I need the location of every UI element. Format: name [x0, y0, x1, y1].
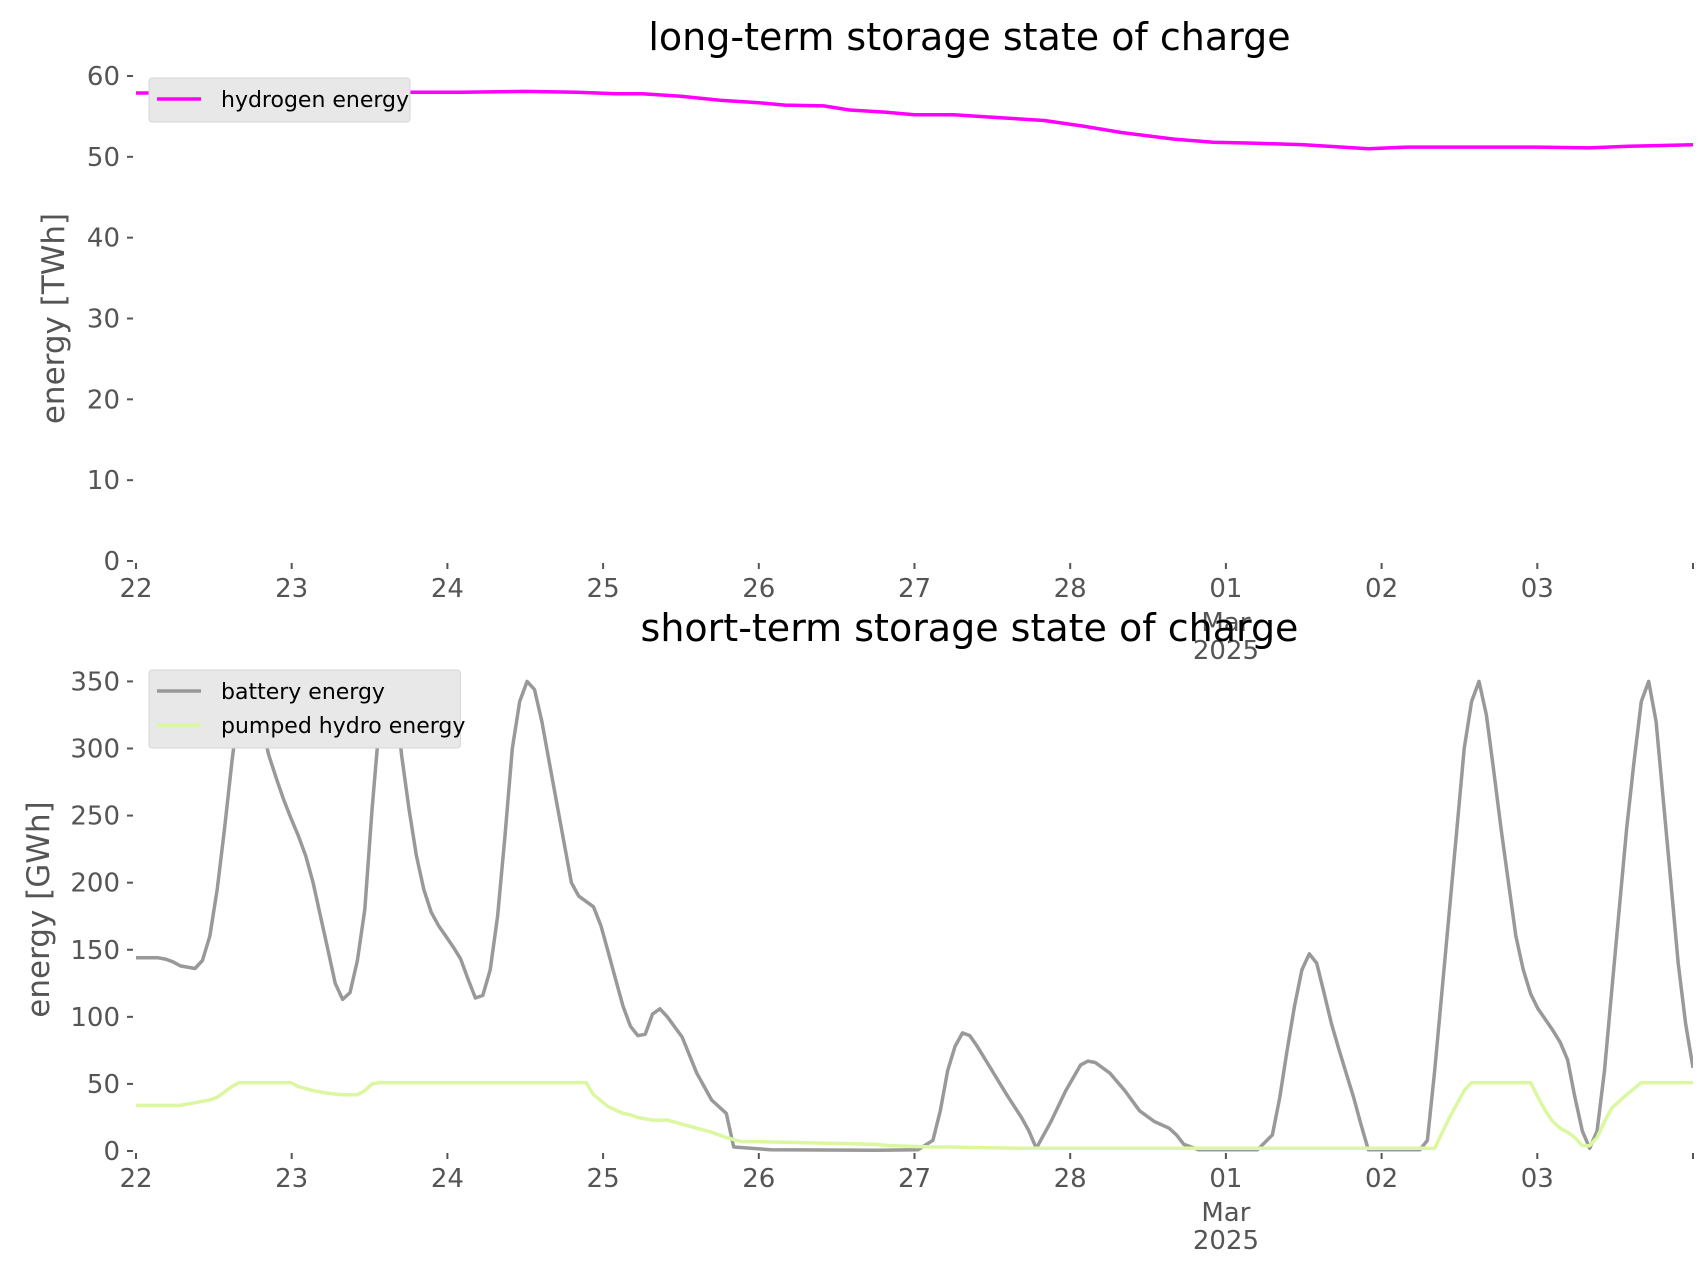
x-tick-label: 23	[275, 1164, 308, 1194]
x-tick-label: 24	[431, 574, 464, 604]
legend-box	[148, 669, 461, 749]
chart-title: long-term storage state of charge	[648, 15, 1290, 59]
x-tick-label: 23	[275, 574, 308, 604]
x-tick-label: 26	[742, 1164, 775, 1194]
x-tick-label: 27	[898, 574, 931, 604]
x-tick-label: 25	[587, 574, 620, 604]
y-tick-label: 300	[70, 735, 120, 765]
series-line-battery-energy	[136, 679, 1693, 1153]
long-term-chart: long-term storage state of charge energy…	[36, 15, 1694, 666]
legend: hydrogen energy	[148, 77, 411, 123]
x-tick-label: 03	[1521, 1164, 1554, 1194]
x-tick-label: 03	[1521, 574, 1554, 604]
y-tick-label: 60	[87, 62, 120, 92]
legend-label: battery energy	[221, 680, 385, 705]
x-tick-label: 01	[1209, 574, 1242, 604]
y-axis-label: energy [TWh]	[36, 213, 72, 424]
y-tick-label: 250	[70, 802, 120, 832]
x-tick-label: 25	[587, 1164, 620, 1194]
y-tick-label: 0	[103, 1137, 120, 1167]
series-line-pumped-hydro-energy	[136, 1080, 1693, 1151]
y-axis-ticks: 0 50 100 150 200 250 300 350	[70, 667, 133, 1167]
x-tick-month: Mar	[1201, 608, 1250, 638]
x-tick-label: 22	[119, 574, 152, 604]
x-tick-label: 22	[119, 1164, 152, 1194]
legend-label: hydrogen energy	[221, 88, 409, 113]
y-tick-label: 100	[70, 1003, 120, 1033]
series-line-hydrogen-energy	[136, 89, 1693, 151]
series-group	[136, 679, 1693, 1153]
y-tick-label: 30	[87, 305, 120, 335]
x-tick-year: 2025	[1193, 636, 1259, 666]
chart-title: short-term storage state of charge	[641, 606, 1299, 650]
legend-label: pumped hydro energy	[221, 714, 465, 739]
x-tick-label: 02	[1365, 574, 1398, 604]
x-tick-year: 2025	[1193, 1226, 1259, 1256]
y-tick-label: 50	[87, 1070, 120, 1100]
x-tick-label: 28	[1054, 574, 1087, 604]
x-tick-label: 24	[431, 1164, 464, 1194]
x-tick-label: 01	[1209, 1164, 1242, 1194]
legend-box	[148, 77, 411, 123]
y-axis-ticks: 0 10 20 30 40 50 60	[87, 62, 133, 577]
x-tick-label: 27	[898, 1164, 931, 1194]
y-tick-label: 40	[87, 224, 120, 254]
y-tick-label: 50	[87, 143, 120, 173]
x-tick-month: Mar	[1201, 1198, 1250, 1228]
y-tick-label: 20	[87, 385, 120, 415]
y-tick-label: 350	[70, 667, 120, 697]
x-tick-label: 28	[1054, 1164, 1087, 1194]
x-tick-label: 02	[1365, 1164, 1398, 1194]
y-tick-label: 150	[70, 936, 120, 966]
short-term-chart: short-term storage state of charge energ…	[21, 606, 1694, 1256]
legend: battery energy pumped hydro energy	[148, 669, 465, 749]
y-tick-label: 0	[103, 547, 120, 577]
x-tick-label: 26	[742, 574, 775, 604]
series-group	[136, 89, 1693, 151]
y-axis-label: energy [GWh]	[21, 801, 57, 1017]
y-tick-label: 10	[87, 466, 120, 496]
y-tick-label: 200	[70, 869, 120, 899]
